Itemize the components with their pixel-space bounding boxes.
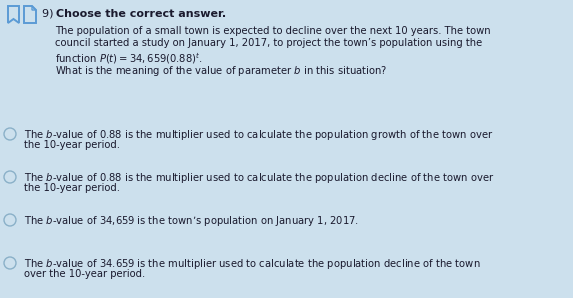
Text: the 10-year period.: the 10-year period. (24, 183, 120, 193)
Text: The $b$-value of 34.659 is the multiplier used to calculate the population decli: The $b$-value of 34.659 is the multiplie… (24, 257, 481, 271)
Text: 9): 9) (42, 9, 57, 19)
Text: The $b$-value of 0.88 is the multiplier used to calculate the population growth : The $b$-value of 0.88 is the multiplier … (24, 128, 493, 142)
Text: The $b$-value of 0.88 is the multiplier used to calculate the population decline: The $b$-value of 0.88 is the multiplier … (24, 171, 494, 185)
Text: What is the meaning of the value of parameter $b$ in this situation?: What is the meaning of the value of para… (55, 63, 387, 77)
Text: over the 10-year period.: over the 10-year period. (24, 269, 145, 279)
Text: The population of a small town is expected to decline over the next 10 years. Th: The population of a small town is expect… (55, 26, 490, 36)
Text: Choose the correct answer.: Choose the correct answer. (56, 9, 226, 19)
Text: council started a study on January 1, 2017, to project the town’s population usi: council started a study on January 1, 20… (55, 38, 482, 49)
Text: The $b$-value of 34,659 is the town’s population on January 1, 2017.: The $b$-value of 34,659 is the town’s po… (24, 214, 359, 228)
Text: the 10-year period.: the 10-year period. (24, 140, 120, 150)
Text: function $P(t) = 34,659(0.88)^{t}$.: function $P(t) = 34,659(0.88)^{t}$. (55, 51, 203, 66)
